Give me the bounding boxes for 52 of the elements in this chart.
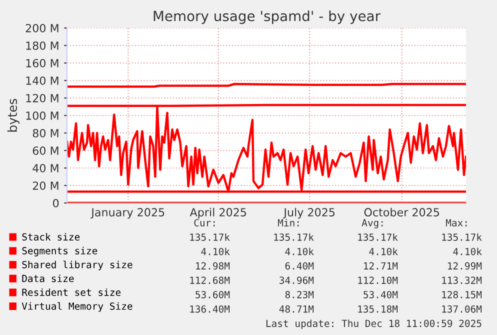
y-tick-label: 140 M (26, 76, 58, 85)
text: 128.15M (442, 290, 482, 298)
text: 135.18M (358, 305, 398, 313)
text: 136.40M (190, 305, 230, 313)
text: 6.40M (285, 262, 314, 270)
y-tick-label: 60 M (32, 146, 58, 155)
text: 135.17k (274, 233, 314, 241)
text: 112.68M (190, 276, 230, 284)
text: 113.32M (442, 276, 482, 284)
text: 135.17k (358, 233, 398, 241)
y-tick-label: 0 (53, 198, 59, 208)
text: 135.17k (442, 233, 482, 241)
text: 4.10k (453, 248, 482, 256)
text: 112.10M (358, 276, 398, 284)
text: 48.71M (279, 305, 314, 313)
x-tick-label: July 2025 (283, 208, 335, 219)
text: 4.10k (369, 248, 398, 256)
y-axis-title: bytes (7, 98, 20, 132)
text: 12.71M (364, 262, 398, 270)
legend-label: Stack size (22, 233, 80, 241)
legend-label: Resident set size (22, 288, 121, 296)
y-tick-label: 20 M (32, 181, 58, 190)
text: Last update: Thu Dec 18 11:00:59 2025 (266, 320, 482, 329)
y-tick-label: 80 M (32, 128, 58, 138)
legend-label: Segments size (22, 246, 98, 256)
y-tick-label: 200 M (26, 24, 58, 32)
text: Cur: (194, 219, 215, 226)
text: 137.06M (442, 305, 482, 313)
y-tick-label: 160 M (26, 58, 58, 68)
text: 34.96M (280, 276, 314, 284)
chart-title: Memory usage 'spamd' - by year (154, 10, 381, 24)
text: 8.23M (285, 290, 314, 298)
y-tick-label: 120 M (26, 94, 58, 102)
text: 53.40M (364, 290, 398, 298)
x-tick-label: January 2025 (90, 208, 164, 219)
text: 53.60M (196, 290, 230, 298)
y-tick-label: 180 M (26, 41, 58, 50)
text: 4.10k (285, 248, 314, 256)
text: 12.98M (196, 262, 230, 270)
legend-label: Virtual Memory Size (22, 302, 132, 312)
x-tick-label: October 2025 (364, 208, 440, 216)
text: 4.10k (201, 248, 230, 256)
text: Min: (278, 218, 299, 226)
y-tick-label: 100 M (26, 111, 58, 120)
legend-label: Shared library size (22, 260, 132, 270)
text: Avg: (362, 219, 383, 228)
x-tick-label: April 2025 (190, 208, 246, 219)
text: 135.17k (190, 233, 230, 241)
y-tick-label: 40 M (32, 164, 58, 172)
legend-label: Data size (22, 274, 74, 282)
text: 12.99M (448, 262, 482, 270)
text: Max: (446, 219, 467, 226)
